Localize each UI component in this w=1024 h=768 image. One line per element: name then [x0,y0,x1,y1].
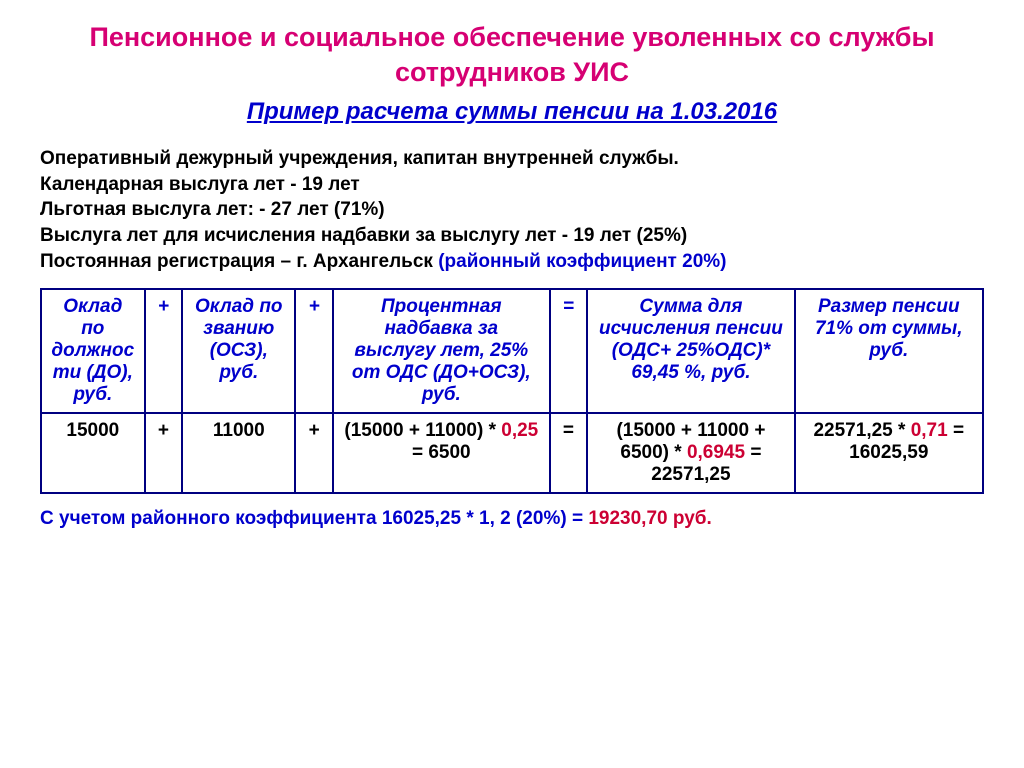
slide-subtitle: Пример расчета суммы пенсии на 1.03.2016 [40,98,984,126]
cell-percent: (15000 + 11000) * 0,25 = 6500 [333,413,550,493]
footer-b: 19230,70 руб. [588,508,711,529]
th-plus1: + [145,289,183,413]
info-line-2: Календарная выслуга лет - 19 лет [40,174,360,195]
cell-eq: = [550,413,588,493]
th-sum: Сумма для исчисления пенсии (ОДС+ 25%ОДС… [587,289,794,413]
footer-a: С учетом районного коэффициента 16025,25… [40,508,588,529]
cell-do: 15000 [41,413,145,493]
th-do: Оклад по должнос ти (ДО), руб. [41,289,145,413]
info-block: Оперативный дежурный учреждения, капитан… [40,146,984,274]
cell-plus2: + [295,413,333,493]
cell-plus1: + [145,413,183,493]
cell-osz: 11000 [182,413,295,493]
info-line-3: Льготная выслуга лет: - 27 лет (71%) [40,199,385,220]
info-line-5b: (районный коэффициент 20%) [438,251,726,272]
footer-line: С учетом районного коэффициента 16025,25… [40,508,984,530]
table-header-row: Оклад по должнос ти (ДО), руб. + Оклад п… [41,289,983,413]
info-line-4: Выслуга лет для исчисления надбавки за в… [40,225,687,246]
info-line-5a: Постоянная регистрация – г. Архангельск [40,251,438,272]
info-line-1: Оперативный дежурный учреждения, капитан… [40,148,679,169]
table-row: 15000 + 11000 + (15000 + 11000) * 0,25 =… [41,413,983,493]
th-percent: Процентная надбавка за выслугу лет, 25% … [333,289,550,413]
th-pension: Размер пенсии 71% от суммы, руб. [795,289,983,413]
th-osz: Оклад по званию (ОСЗ), руб. [182,289,295,413]
cell-sum: (15000 + 11000 + 6500) * 0,6945 = 22571,… [587,413,794,493]
th-eq: = [550,289,588,413]
cell-pension: 22571,25 * 0,71 = 16025,59 [795,413,983,493]
slide-title: Пенсионное и социальное обеспечение увол… [40,20,984,90]
calculation-table: Оклад по должнос ти (ДО), руб. + Оклад п… [40,288,984,494]
th-plus2: + [295,289,333,413]
